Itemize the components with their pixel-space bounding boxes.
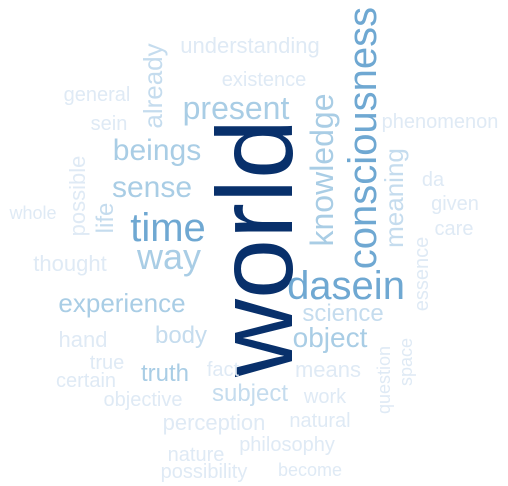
word-life: life (92, 202, 119, 234)
word-science: science (302, 300, 384, 327)
word-da: da (421, 169, 445, 191)
word-given: given (431, 193, 479, 215)
word-certain: certain (55, 370, 117, 392)
word-knowledge: knowledge (304, 93, 340, 247)
word-true: true (89, 352, 125, 374)
word-already: already (138, 43, 168, 129)
word-meaning: meaning (379, 148, 409, 248)
word-philosophy: philosophy (239, 434, 335, 456)
word-beings: beings (112, 134, 202, 167)
word-object: object (292, 322, 368, 353)
word-understanding: understanding (180, 33, 320, 58)
word-whole: whole (9, 203, 57, 223)
word-objective: objective (103, 389, 183, 411)
word-nature: nature (167, 444, 225, 466)
word-work: work (303, 386, 347, 408)
word-question: question (374, 345, 394, 415)
word-essence: essence (411, 236, 433, 312)
word-way: way (136, 236, 202, 277)
word-present: present (182, 90, 290, 126)
word-possibility: possibility (160, 461, 248, 483)
word-possible: possible (65, 155, 90, 237)
word-body: body (154, 322, 208, 349)
word-become: become (277, 460, 343, 480)
word-subject: subject (211, 380, 289, 407)
word-thought: thought (33, 251, 107, 276)
word-fact: fact (206, 359, 240, 381)
word-sein: sein (90, 113, 128, 135)
word-natural: natural (289, 410, 351, 432)
word-truth: truth (140, 360, 190, 387)
word-perception: perception (162, 410, 266, 435)
word-hand: hand (58, 327, 108, 352)
word-phenomenon: phenomenon (381, 111, 499, 133)
word-sense: sense (111, 171, 193, 204)
word-general: general (63, 84, 131, 106)
word-space: space (396, 337, 416, 387)
word-existence: existence (221, 69, 307, 91)
word-consciousness: consciousness (341, 6, 385, 270)
word-experience: experience (58, 288, 186, 318)
word-dasein: dasein (287, 264, 405, 308)
word-time: time (130, 206, 206, 250)
word-means: means (294, 357, 362, 382)
word-care: care (434, 218, 474, 240)
